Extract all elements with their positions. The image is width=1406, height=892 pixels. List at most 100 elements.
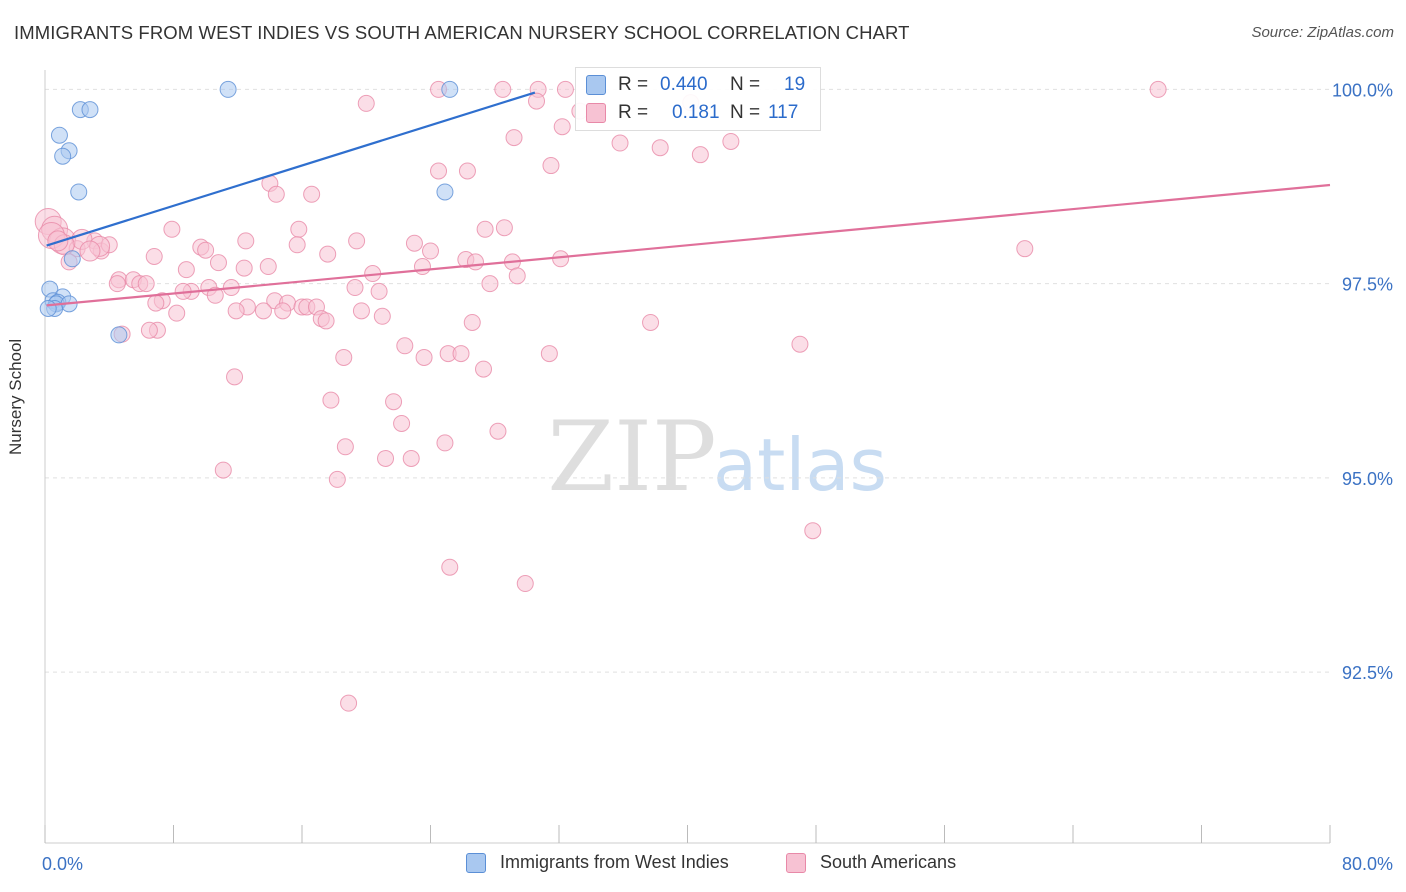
point-south-americans: [1149, 80, 1167, 98]
trend-line-south-americans: [46, 183, 1331, 307]
point-south-americans: [476, 220, 494, 238]
point-west-indies: [81, 101, 99, 119]
source-label: Source: ZipAtlas.com: [1251, 24, 1394, 41]
point-south-americans: [495, 219, 513, 237]
point-south-americans: [481, 275, 499, 293]
point-west-indies: [110, 326, 128, 344]
point-south-americans: [691, 146, 709, 164]
point-south-americans: [147, 294, 165, 312]
point-south-americans: [254, 302, 272, 320]
watermark: ZIP atlas: [547, 401, 887, 513]
x-tick-label: 80.0%: [1342, 854, 1393, 874]
point-west-indies: [219, 80, 237, 98]
point-south-americans: [197, 241, 215, 259]
point-south-americans: [651, 139, 669, 157]
point-south-americans: [259, 258, 277, 276]
point-south-americans: [288, 236, 306, 254]
point-south-americans: [168, 304, 186, 322]
legend-r-value: 0.440: [660, 74, 708, 95]
point-south-americans: [140, 321, 158, 339]
point-south-americans: [319, 245, 337, 263]
point-south-americans: [458, 162, 476, 180]
point-west-indies: [70, 183, 88, 201]
point-south-americans: [177, 261, 195, 279]
point-south-americans: [516, 575, 534, 593]
point-south-americans: [393, 414, 411, 432]
point-south-americans: [163, 220, 181, 238]
point-south-americans: [642, 313, 660, 331]
bottom-legend-label: South Americans: [820, 852, 957, 872]
point-south-americans: [413, 258, 431, 276]
point-south-americans: [235, 259, 253, 277]
point-south-americans: [422, 242, 439, 260]
point-south-americans: [377, 449, 395, 467]
point-south-americans: [804, 522, 822, 540]
point-south-americans: [346, 279, 364, 297]
point-south-americans: [452, 345, 470, 363]
point-west-indies: [436, 183, 454, 201]
legend-swatch-pink: [586, 103, 606, 123]
legend-n-label: N =: [730, 74, 761, 95]
point-south-americans: [352, 302, 370, 320]
axes: [44, 70, 1331, 844]
chart-title: IMMIGRANTS FROM WEST INDIES VS SOUTH AME…: [14, 22, 910, 43]
point-south-americans: [267, 185, 285, 203]
point-south-americans: [430, 162, 448, 180]
point-south-americans: [373, 307, 391, 325]
point-south-americans: [357, 94, 375, 112]
correlation-legend: R = 0.440 N = 19 R = 0.181 N = 117: [575, 67, 821, 131]
point-south-americans: [722, 132, 740, 150]
y-tick-label: 92.5%: [1342, 663, 1393, 683]
point-west-indies: [441, 80, 459, 98]
legend-r-label: R =: [618, 74, 649, 95]
bottom-legend-label: Immigrants from West Indies: [500, 852, 729, 872]
point-south-americans: [396, 337, 414, 355]
point-south-americans: [108, 275, 126, 293]
point-south-americans: [436, 434, 454, 452]
tick-labels: 100.0% 97.5% 95.0% 92.5% 0.0% 80.0%: [42, 80, 1393, 874]
point-south-americans: [274, 302, 292, 320]
y-tick-label: 95.0%: [1342, 469, 1393, 489]
y-tick-label: 97.5%: [1342, 275, 1393, 295]
trend-line-west-indies: [46, 91, 536, 247]
point-south-americans: [505, 129, 523, 147]
point-south-americans: [385, 393, 403, 411]
point-south-americans: [317, 312, 335, 330]
point-south-americans: [214, 461, 232, 479]
point-west-indies: [50, 126, 68, 144]
watermark-atlas: atlas: [713, 423, 887, 507]
watermark-zip: ZIP: [547, 401, 716, 513]
point-south-americans: [528, 92, 546, 110]
point-south-americans: [556, 80, 574, 98]
point-west-indies: [63, 250, 81, 268]
x-tick-label: 0.0%: [42, 854, 83, 874]
point-south-americans: [303, 185, 321, 203]
point-south-americans: [791, 335, 809, 353]
point-south-americans: [209, 254, 227, 272]
point-south-americans: [340, 694, 358, 712]
point-south-americans: [489, 422, 507, 440]
point-south-americans: [494, 80, 512, 98]
point-south-americans: [553, 118, 571, 136]
point-south-americans: [1016, 240, 1034, 258]
point-south-americans: [227, 302, 245, 320]
point-south-americans: [226, 368, 244, 386]
point-south-americans: [415, 348, 433, 366]
point-south-americans: [475, 360, 493, 378]
point-south-americans: [405, 234, 423, 252]
point-south-americans: [290, 220, 308, 238]
point-west-indies: [39, 300, 57, 318]
point-south-americans: [328, 470, 346, 488]
point-south-americans: [137, 275, 155, 293]
point-south-americans: [611, 134, 629, 152]
legend-r-label: R =: [618, 102, 649, 123]
point-south-americans: [508, 267, 526, 285]
point-south-americans: [237, 232, 255, 250]
point-south-americans: [335, 348, 353, 366]
point-south-americans: [336, 438, 354, 456]
data-points: [34, 80, 1167, 712]
legend-r-value: 0.181: [672, 102, 720, 123]
bottom-legend-swatch-pink: [786, 853, 806, 873]
legend-n-value: 19: [784, 74, 806, 95]
